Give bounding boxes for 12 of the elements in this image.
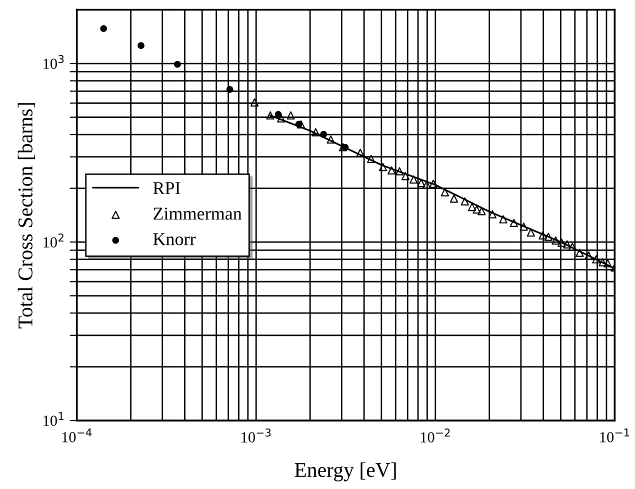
x-tick-label: 10$^{−2}$ — [420, 428, 450, 442]
legend-label: RPI — [153, 182, 180, 194]
y-axis-title: Total Cross Section [barns] — [18, 103, 36, 328]
x-tick-label: 10$^{−1}$ — [600, 428, 630, 442]
legend-label: Knorr — [153, 233, 196, 246]
x-tick-label: 10$^{−3}$ — [242, 428, 271, 442]
legend-label: Zimmerman — [154, 208, 242, 220]
y-tick-label: 10$^{3}$ — [44, 55, 64, 69]
y-tick-label: 10$^{1}$ — [44, 412, 64, 426]
y-tick-label: 10$^{2}$ — [44, 234, 64, 248]
x-tick-label: 10$^{−4}$ — [62, 428, 92, 442]
x-axis-title: Energy [eV] — [294, 462, 396, 482]
